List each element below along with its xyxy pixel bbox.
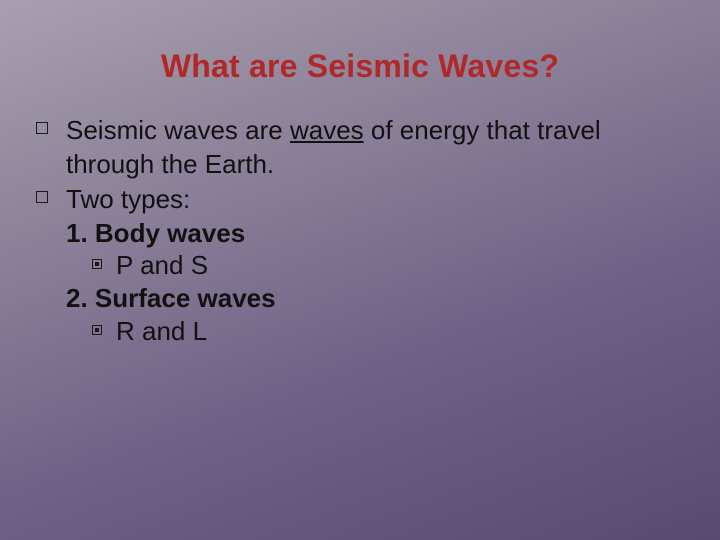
sub-bullet-text: P and S — [116, 250, 208, 281]
numbered-text: 2. Surface waves — [66, 281, 680, 315]
sub-bullet-marker — [92, 316, 116, 340]
square-bullet-icon — [36, 122, 48, 134]
text-run: Two types: — [66, 184, 190, 214]
bullet-item: Seismic waves are waves of energy that t… — [36, 113, 680, 182]
spacer — [36, 216, 66, 222]
sub-bullet-item: R and L — [36, 316, 680, 347]
sub-bullet-item: P and S — [36, 250, 680, 281]
text-run: Seismic waves are — [66, 115, 290, 145]
slide-body: Seismic waves are waves of energy that t… — [0, 113, 720, 347]
bullet-marker — [36, 113, 66, 140]
numbered-item: 1. Body waves — [36, 216, 680, 250]
square-bullet-small-icon — [92, 259, 102, 269]
spacer — [36, 281, 66, 287]
bullet-text: Two types: — [66, 182, 680, 216]
numbered-text: 1. Body waves — [66, 216, 680, 250]
text-run-underlined: waves — [290, 115, 364, 145]
bullet-text: Seismic waves are waves of energy that t… — [66, 113, 680, 182]
bullet-item: Two types: — [36, 182, 680, 216]
slide-title: What are Seismic Waves? — [0, 0, 720, 113]
bullet-marker — [36, 182, 66, 209]
sub-bullet-marker — [92, 250, 116, 274]
sub-bullet-text: R and L — [116, 316, 207, 347]
slide: What are Seismic Waves? Seismic waves ar… — [0, 0, 720, 540]
square-bullet-small-icon — [92, 325, 102, 335]
square-bullet-icon — [36, 191, 48, 203]
numbered-item: 2. Surface waves — [36, 281, 680, 315]
